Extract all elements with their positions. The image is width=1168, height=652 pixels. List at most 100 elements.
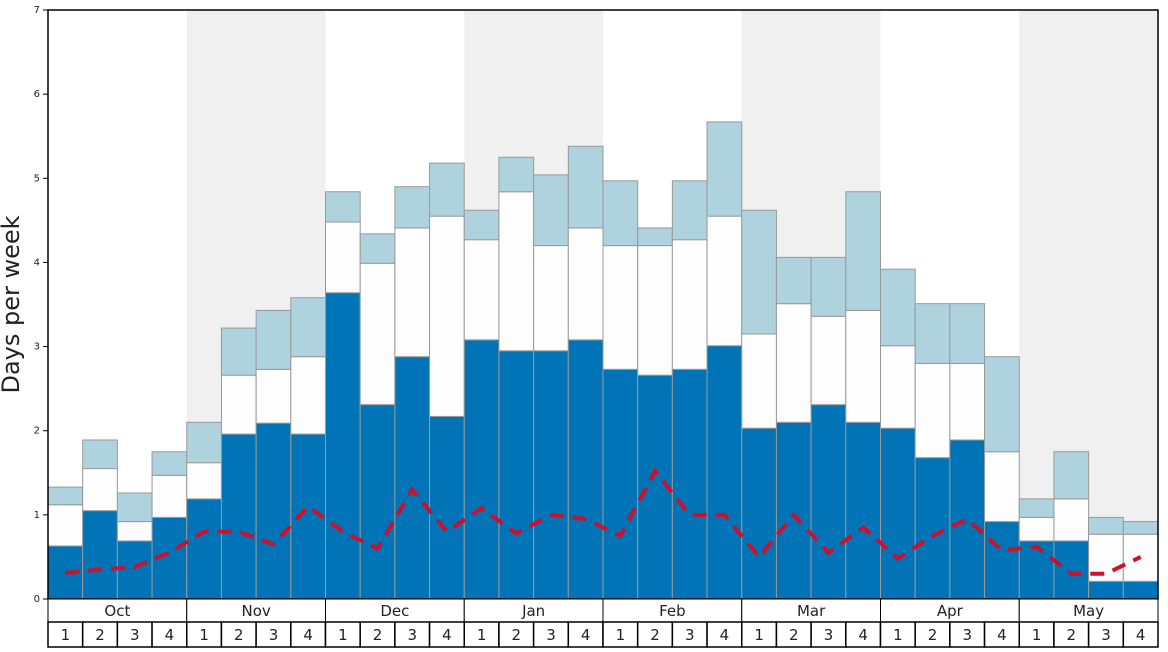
bar-segment <box>325 292 361 600</box>
bar-segment <box>186 462 222 500</box>
x-tick-label: 4 <box>1136 626 1146 644</box>
bar-segment <box>1122 521 1159 535</box>
bar-segment <box>1018 540 1055 600</box>
week-cell <box>671 621 708 648</box>
bar-segment <box>1053 451 1090 500</box>
x-tick-label: 1 <box>1032 626 1042 644</box>
bar-segment <box>429 415 465 600</box>
month-label: Nov <box>241 602 270 620</box>
bar-segment <box>810 256 847 317</box>
bar-segment <box>567 227 604 341</box>
x-tick-label: 1 <box>893 626 903 644</box>
week-cell <box>220 621 257 648</box>
bar-segment <box>394 227 431 358</box>
bar-segment <box>845 191 881 311</box>
bar-segment <box>533 174 569 247</box>
bar-segment <box>533 245 569 352</box>
week-cell <box>983 621 1020 648</box>
x-tick-label: 1 <box>61 626 71 644</box>
x-tick-label: 3 <box>1101 626 1111 644</box>
week-cell <box>359 621 396 648</box>
bar-segment <box>498 350 535 600</box>
bar-segment <box>845 421 881 600</box>
x-tick-label: 4 <box>165 626 175 644</box>
month-label: Feb <box>659 602 686 620</box>
bar-segment <box>1018 516 1055 542</box>
bar-segment <box>880 427 916 600</box>
x-tick-label: 2 <box>95 626 105 644</box>
week-cell <box>810 621 847 648</box>
x-tick-label: 2 <box>650 626 660 644</box>
month-label: Apr <box>937 602 964 620</box>
week-cell <box>498 621 535 648</box>
bar-segment <box>429 162 465 217</box>
bar-segment <box>810 404 847 600</box>
bar-segment <box>1018 498 1055 518</box>
x-tick-label: 3 <box>407 626 417 644</box>
month-label: Mar <box>797 602 826 620</box>
bar-segment <box>880 345 916 429</box>
bar-segment <box>429 215 465 417</box>
week-cell <box>255 621 292 648</box>
x-tick-label: 4 <box>442 626 452 644</box>
bar-segment <box>914 457 951 600</box>
bar-segment <box>741 427 777 600</box>
week-cell <box>1053 621 1090 648</box>
bar-segment <box>914 362 951 459</box>
bar-segment <box>463 339 500 600</box>
bar-segment <box>949 439 986 600</box>
x-tick-label: 3 <box>269 626 279 644</box>
bar-segment <box>984 451 1020 523</box>
week-cell <box>1122 621 1159 648</box>
bar-segment <box>290 356 326 435</box>
bar-segment <box>463 209 500 241</box>
y-tick-label: 7 <box>34 5 40 16</box>
month-label: Jan <box>521 602 545 620</box>
bar-segment <box>602 180 639 247</box>
bar-segment <box>637 227 673 247</box>
bar-segment <box>359 262 396 406</box>
x-tick-label: 1 <box>616 626 626 644</box>
month-label: May <box>1073 602 1104 620</box>
week-cell <box>81 621 119 648</box>
bar-segment <box>775 256 812 305</box>
x-tick-label: 2 <box>512 626 522 644</box>
week-cell <box>324 621 361 648</box>
bar-segment <box>255 309 292 370</box>
bar-segment <box>1088 516 1124 535</box>
bar-segment <box>984 521 1020 600</box>
x-tick-label: 4 <box>858 626 868 644</box>
bar-segment <box>394 186 431 229</box>
x-tick-label: 3 <box>824 626 834 644</box>
bar-segment <box>325 191 361 223</box>
bar-segment <box>82 468 118 512</box>
bar-segment <box>498 156 535 193</box>
x-tick-label: 2 <box>789 626 799 644</box>
bar-segment <box>949 362 986 441</box>
week-cell <box>879 621 916 648</box>
y-tick-label: 6 <box>34 89 40 100</box>
bar-segment <box>984 356 1020 453</box>
week-cell <box>186 621 223 648</box>
x-tick-label: 2 <box>234 626 244 644</box>
bar-segment <box>845 309 881 423</box>
bar-segment <box>290 297 326 358</box>
bar-segment <box>637 245 673 376</box>
bar-segment <box>255 422 292 600</box>
bar-segment <box>82 510 118 600</box>
bar-segment <box>880 268 916 347</box>
y-tick-label: 2 <box>34 426 40 437</box>
x-tick-label: 4 <box>303 626 313 644</box>
bar-segment <box>255 368 292 424</box>
bar-segment <box>82 439 118 470</box>
y-tick-label: 0 <box>34 594 40 605</box>
week-cell <box>47 621 84 648</box>
x-tick-label: 4 <box>997 626 1007 644</box>
bar-segment <box>567 145 604 229</box>
bar-segment <box>1053 540 1090 600</box>
bar-segment <box>359 233 396 264</box>
bar-segment <box>671 239 708 370</box>
bar-segment <box>706 121 743 217</box>
bar-segment <box>914 303 951 364</box>
